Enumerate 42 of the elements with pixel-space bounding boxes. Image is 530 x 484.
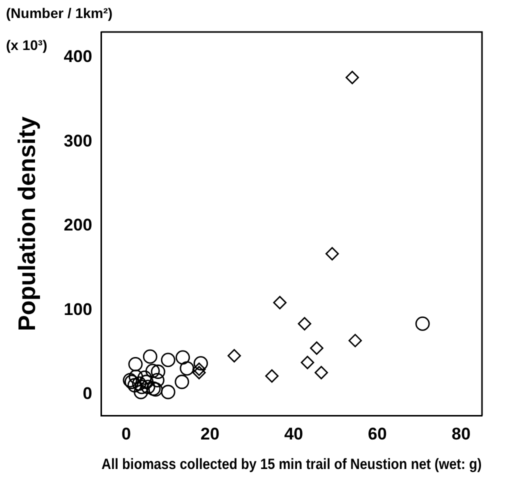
x-axis-title: All biomass collected by 15 min trail of Neustion net (wet: g) xyxy=(101,456,482,474)
point xyxy=(194,356,208,371)
y-tick-label: 400 xyxy=(64,46,92,66)
point xyxy=(265,369,279,383)
point xyxy=(128,370,144,384)
y-tick-label: 100 xyxy=(64,300,92,319)
point xyxy=(228,349,241,362)
y-tick-label: 0 xyxy=(82,384,92,404)
point xyxy=(150,372,164,388)
point xyxy=(192,366,206,380)
point xyxy=(174,374,190,390)
x-tick-label: 40 xyxy=(284,424,304,444)
point xyxy=(415,316,430,331)
point xyxy=(176,350,190,365)
text: (Number / 1km²) xyxy=(6,4,113,21)
point xyxy=(160,352,176,368)
point xyxy=(142,349,158,364)
y-tick-label: 300 xyxy=(64,131,92,150)
point xyxy=(128,356,143,372)
x-tick-label: 80 xyxy=(452,424,471,444)
point xyxy=(137,370,152,385)
point xyxy=(273,296,287,310)
point xyxy=(300,356,314,370)
point xyxy=(140,380,156,394)
point xyxy=(310,341,324,355)
x-tick-label: 60 xyxy=(368,424,387,444)
y-axis-title: Population density xyxy=(14,116,42,332)
point xyxy=(298,317,312,330)
y-tick-label: 200 xyxy=(64,216,92,235)
point xyxy=(134,384,148,400)
point xyxy=(145,364,160,378)
point xyxy=(346,70,359,84)
point xyxy=(160,384,176,400)
point xyxy=(192,362,206,376)
x-tick-label: 20 xyxy=(200,424,220,444)
point xyxy=(180,361,194,376)
point xyxy=(314,366,328,380)
point xyxy=(325,247,339,260)
x-tick-label: 0 xyxy=(122,424,132,444)
point xyxy=(150,364,166,379)
point xyxy=(348,334,362,348)
text: (x 10³) xyxy=(6,36,48,53)
